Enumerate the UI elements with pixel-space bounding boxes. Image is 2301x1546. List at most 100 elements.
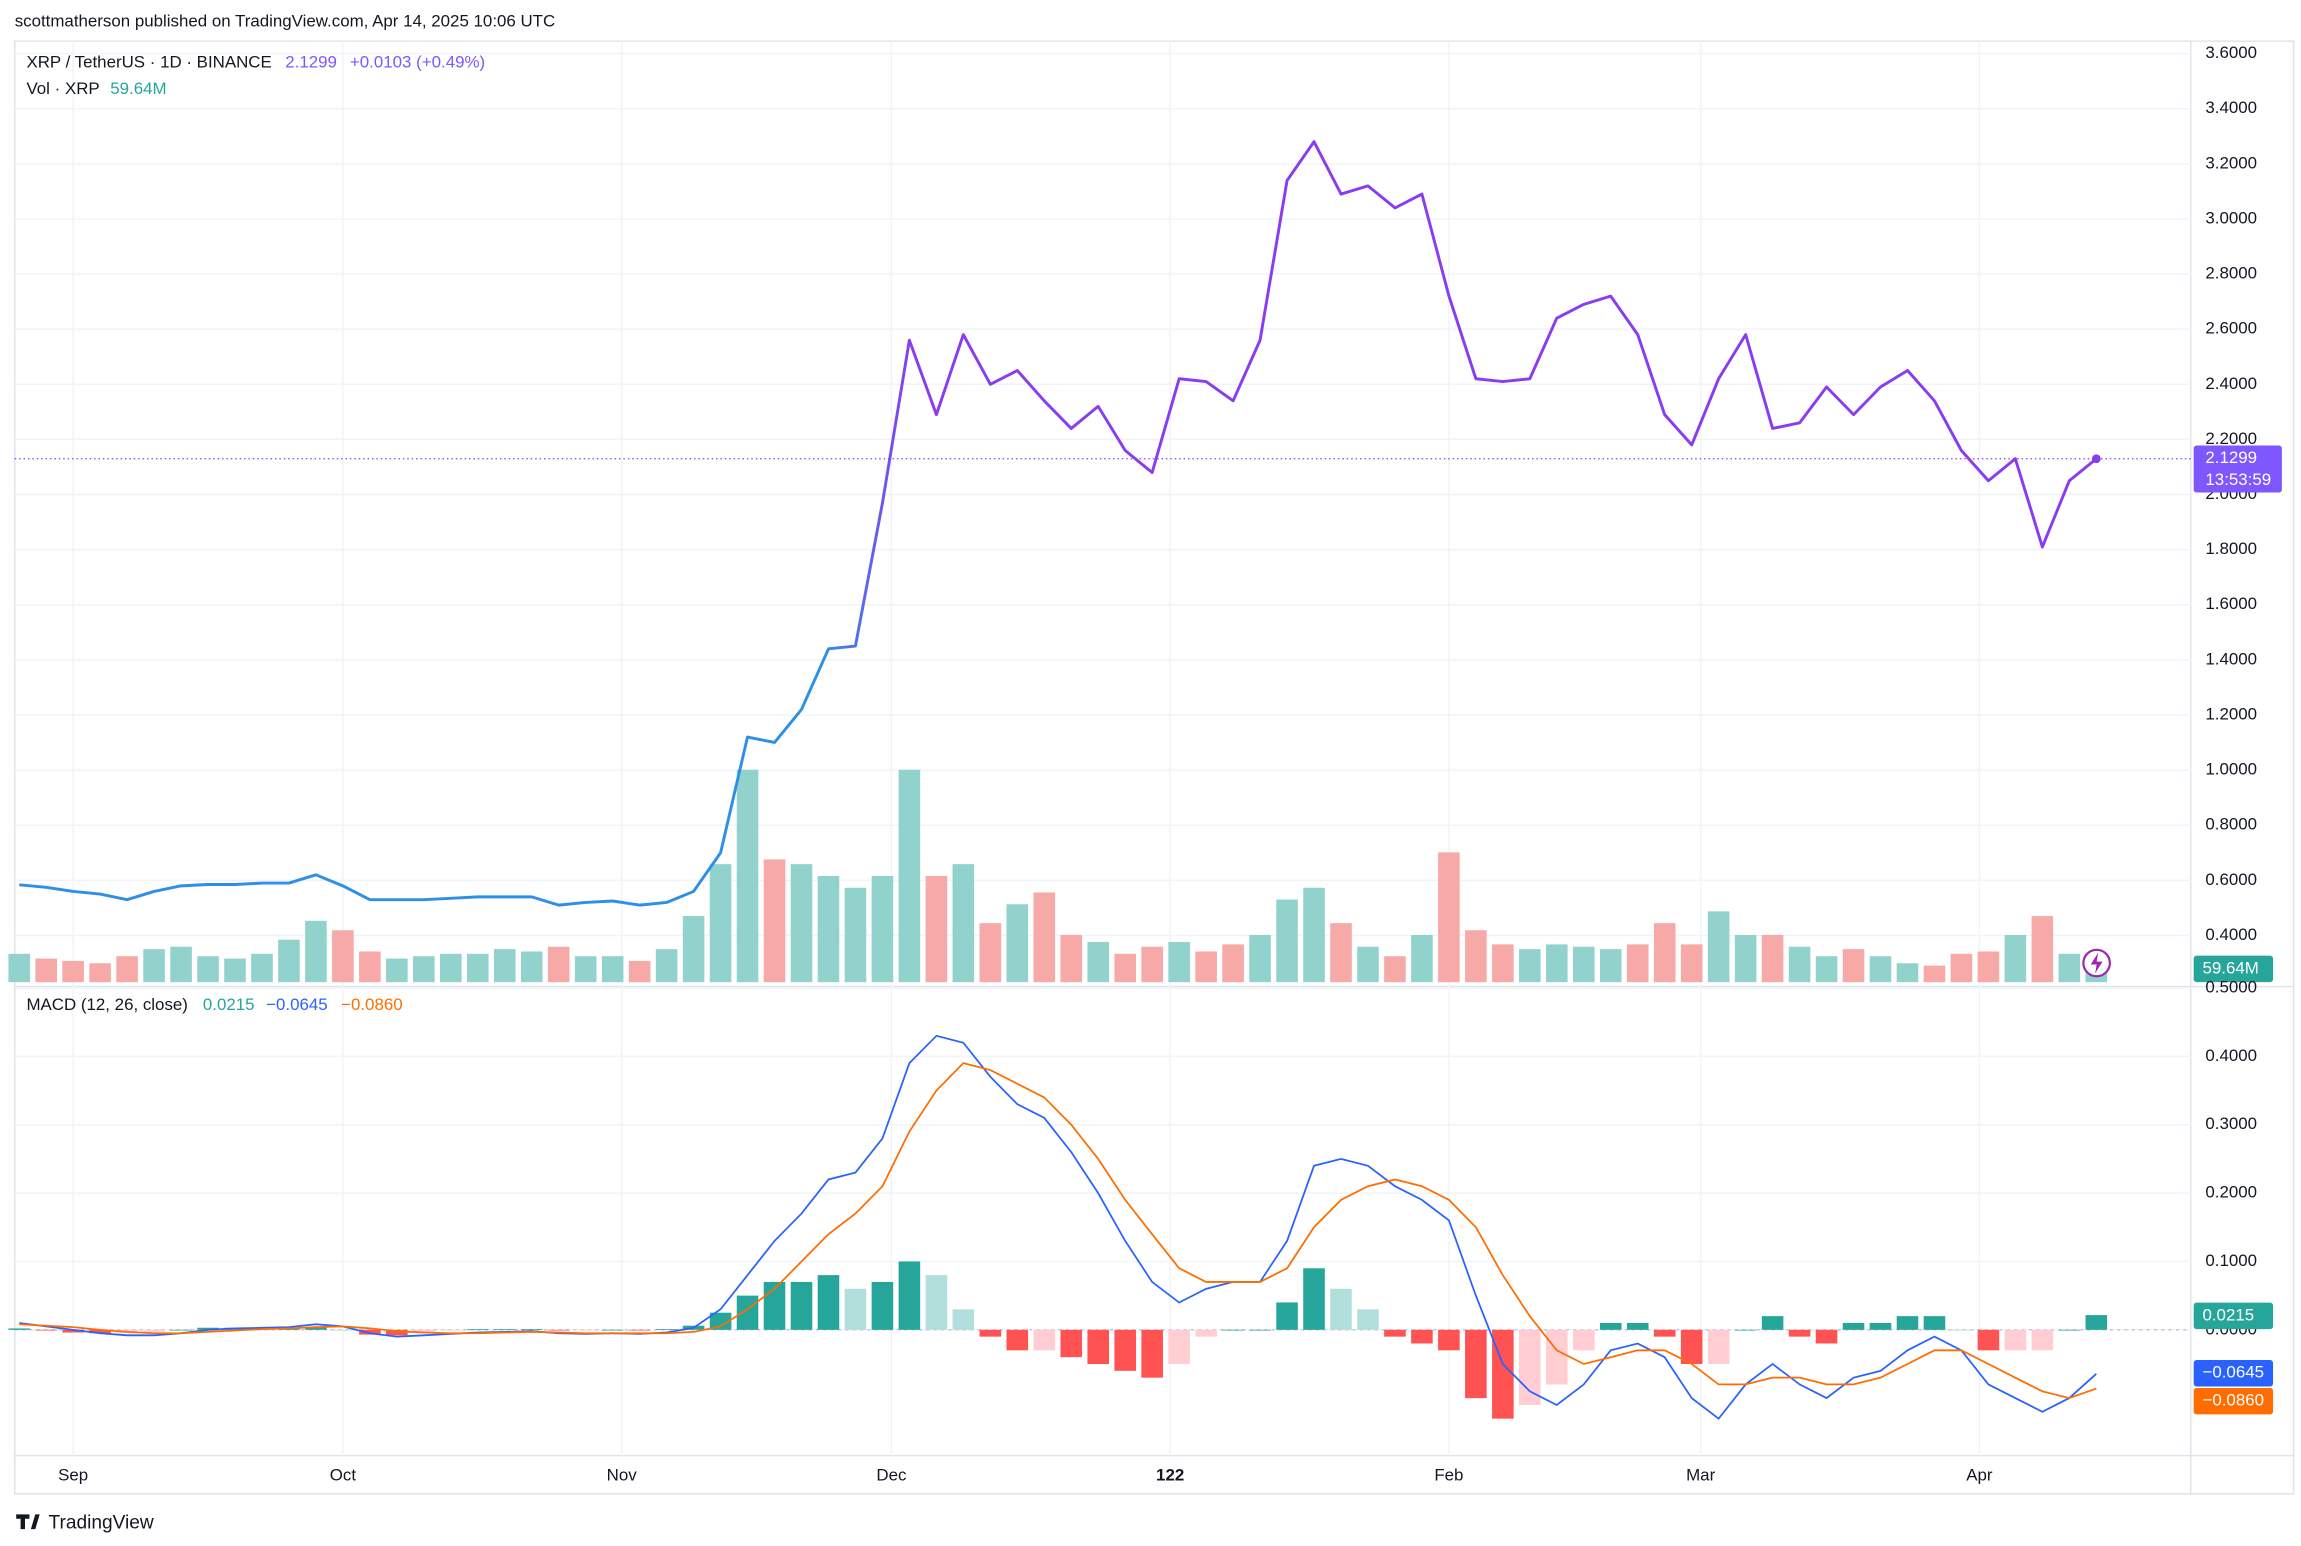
macd-last: −0.0645: [266, 995, 328, 1014]
volume-bar: [1384, 956, 1406, 983]
volume-bar: [1222, 944, 1244, 983]
histogram-bar: [1168, 1329, 1190, 1364]
histogram-bar: [493, 1329, 516, 1330]
volume-bar: [1492, 944, 1514, 983]
volume-badge: [2193, 955, 2274, 983]
volume-bar: [1006, 904, 1029, 983]
volume-bar: [1977, 951, 2000, 983]
histogram-bar: [1842, 1322, 1865, 1330]
histogram-bar: [871, 1281, 894, 1330]
price-badge: [2193, 1387, 2274, 1415]
volume-bar: [844, 887, 867, 983]
countdown-label: 13:53:59: [2205, 470, 2271, 489]
y-tick-label: 1.2000: [2205, 704, 2257, 723]
histogram-bar: [359, 1329, 381, 1335]
volume-bar: [493, 949, 516, 983]
histogram-bar: [1195, 1329, 1217, 1337]
volume-title: Vol · XRP: [26, 79, 99, 98]
price-badge-label: −0.0860: [2202, 1391, 2264, 1410]
volume-bar: [1653, 923, 1676, 983]
histogram-bar: [1060, 1329, 1083, 1358]
price-badge-label: −0.0645: [2202, 1363, 2264, 1382]
y-tick-label: 3.4000: [2205, 98, 2257, 117]
histogram-bar: [466, 1329, 489, 1330]
volume-bar: [1465, 930, 1487, 983]
histogram-bar: [952, 1309, 975, 1330]
y-tick-label: 0.4000: [2205, 925, 2257, 944]
histogram-bar: [1357, 1309, 1379, 1330]
volume-bar: [547, 946, 570, 983]
x-tick-label: Apr: [1966, 1466, 1993, 1485]
histogram-bar: [1680, 1329, 1703, 1364]
volume-bar: [2031, 916, 2054, 983]
volume-bar: [1519, 949, 1541, 983]
histogram-bar: [1465, 1329, 1487, 1399]
histogram-bar: [2085, 1315, 2108, 1330]
histogram-bar: [1653, 1329, 1676, 1337]
volume-bar: [574, 956, 597, 983]
hist-last: 0.0215: [203, 995, 255, 1014]
histogram-bar: [1276, 1302, 1298, 1330]
volume-bar: [466, 953, 489, 983]
volume-bar: [1087, 942, 1110, 983]
histogram-bar: [979, 1329, 1002, 1337]
volume-bar: [1815, 956, 1838, 983]
y-tick-label: 3.6000: [2205, 43, 2257, 62]
volume-bar: [197, 956, 219, 983]
volume-bar: [440, 953, 462, 983]
y-tick-label: 0.5000: [2205, 977, 2257, 996]
volume-bar: [89, 963, 111, 983]
lightning-button[interactable]: [2082, 948, 2111, 978]
histogram-bar: [1438, 1329, 1460, 1351]
y-tick-label: 0.6000: [2205, 870, 2257, 889]
histogram-bar: [440, 1329, 462, 1331]
y-tick-label: 3.2000: [2205, 153, 2257, 172]
volume-last: 59.64M: [110, 79, 166, 98]
volume-bar: [116, 956, 138, 983]
histogram-bar: [1977, 1329, 2000, 1351]
price-badge: [2193, 445, 2282, 493]
histogram-bar: [332, 1329, 354, 1331]
x-tick-label: Mar: [1686, 1466, 1715, 1485]
histogram-bar: [8, 1328, 30, 1330]
histogram-bar: [1546, 1329, 1568, 1385]
y-tick-label: 1.4000: [2205, 649, 2257, 668]
histogram-bar: [143, 1329, 165, 1332]
histogram-bar: [1033, 1329, 1056, 1351]
signal-last: −0.0860: [341, 995, 403, 1014]
histogram-bar: [601, 1329, 624, 1331]
price-badge: [2193, 1302, 2274, 1330]
histogram-bar: [655, 1329, 678, 1330]
histogram-bar: [62, 1329, 84, 1333]
histogram-bar: [547, 1329, 570, 1331]
histogram-bar: [1330, 1288, 1352, 1330]
y-tick-label: 1.8000: [2205, 539, 2257, 558]
y-tick-label: 0.2000: [2205, 1183, 2257, 1202]
histogram-bar: [817, 1275, 840, 1330]
volume-bar: [1114, 953, 1136, 983]
y-tick-label: 0.4000: [2205, 1046, 2257, 1065]
volume-bar: [305, 920, 327, 983]
volume-bar: [1411, 934, 1433, 983]
histogram-bar: [574, 1329, 597, 1331]
volume-bar: [1761, 934, 1784, 983]
volume-bar: [8, 953, 30, 983]
volume-bar: [1680, 944, 1703, 983]
price-badge: [2193, 1360, 2274, 1387]
histogram-bar: [413, 1329, 435, 1333]
histogram-bar: [1114, 1329, 1136, 1371]
volume-bar: [2058, 953, 2081, 983]
volume-bar: [1060, 934, 1083, 983]
volume-bar: [143, 949, 165, 983]
volume-bar: [655, 949, 678, 983]
volume-bar: [332, 930, 354, 983]
volume-bar: [1249, 934, 1271, 983]
y-tick-label: 0.1000: [2205, 1251, 2257, 1270]
y-tick-label: 0.3000: [2205, 1114, 2257, 1133]
histogram-bar: [89, 1329, 111, 1334]
histogram-bar: [1519, 1329, 1541, 1405]
brand: TradingView: [49, 1512, 154, 1533]
price-badge-label: 0.0215: [2202, 1305, 2254, 1324]
y-tick-label: 3.0000: [2205, 208, 2257, 227]
histogram-bar: [844, 1288, 867, 1330]
